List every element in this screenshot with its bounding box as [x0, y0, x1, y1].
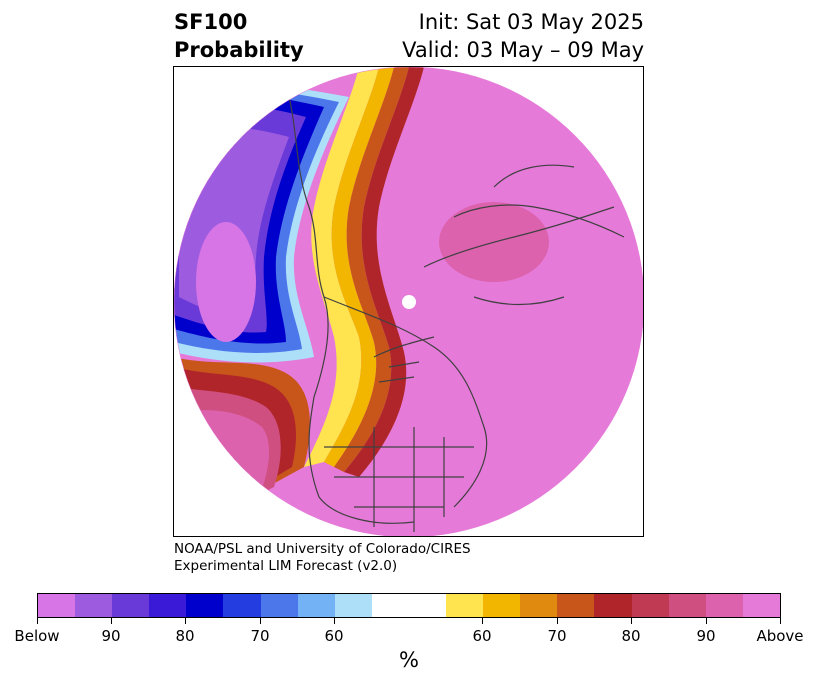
colorbar	[37, 593, 781, 618]
colorbar-tick-label: 80	[621, 627, 641, 645]
colorbar-segment	[446, 594, 484, 617]
probability-map	[173, 66, 644, 537]
credit-text: NOAA/PSL and University of Colorado/CIRE…	[174, 541, 471, 575]
colorbar-tick-label: 70	[250, 627, 270, 645]
ridge-orange	[334, 67, 409, 472]
below-core	[196, 222, 256, 342]
colorbar-tick	[557, 618, 558, 624]
ridge-gold	[324, 67, 394, 467]
colorbar-tick-label: 90	[101, 627, 121, 645]
colorbar-segment	[186, 594, 224, 617]
colorbar-tick-label: 70	[547, 627, 567, 645]
colorbar-unit: %	[399, 648, 419, 672]
colorbar-tick-label: 80	[175, 627, 195, 645]
forecast-dates: Init: Sat 03 May 2025 Valid: 03 May – 09…	[402, 8, 644, 64]
colorbar-segment	[520, 594, 558, 617]
colorbar-segment	[705, 594, 743, 617]
colorbar-tick	[185, 618, 186, 624]
colorbar-segment	[668, 594, 706, 617]
map-title: SF100 Probability	[174, 8, 304, 64]
colorbar-segment	[631, 594, 669, 617]
colorbar-segment	[112, 594, 150, 617]
colorbar-segment	[260, 594, 298, 617]
map-svg	[174, 67, 643, 536]
colorbar-segment	[742, 594, 780, 617]
colorbar-segment	[297, 594, 335, 617]
above-core-pink	[174, 410, 269, 536]
colorbar-segment	[594, 594, 632, 617]
colorbar-segment	[557, 594, 595, 617]
title-line-1: SF100	[174, 10, 248, 34]
ridge-red	[344, 67, 424, 477]
colorbar-segment	[38, 594, 76, 617]
coastlines	[283, 76, 625, 532]
title-line-2: Probability	[174, 38, 304, 62]
valid-range: Valid: 03 May – 09 May	[402, 38, 644, 62]
colorbar-tick	[482, 618, 483, 624]
ridge-yellow	[304, 67, 379, 467]
colorbar-segment	[408, 594, 447, 617]
init-date: Init: Sat 03 May 2025	[418, 10, 644, 34]
colorbar-tick	[780, 618, 781, 624]
colorbar-tick-label: Below	[14, 627, 60, 645]
north-pole-hole	[402, 295, 416, 309]
colorbar-tick-label: 60	[324, 627, 344, 645]
colorbar-segment	[223, 594, 261, 617]
colorbar-tick	[260, 618, 261, 624]
colorbar-segment	[334, 594, 372, 617]
colorbar-segment	[483, 594, 521, 617]
colorbar-tick	[334, 618, 335, 624]
credit-line-2: Experimental LIM Forecast (v2.0)	[174, 558, 398, 574]
colorbar-segment	[149, 594, 187, 617]
colorbar-segment	[75, 594, 113, 617]
colorbar-tick-label: 60	[472, 627, 492, 645]
colorbar-tick-label: Above	[756, 627, 804, 645]
colorbar-segment	[371, 594, 409, 617]
colorbar-tick-label: 90	[696, 627, 716, 645]
colorbar-tick	[706, 618, 707, 624]
colorbar-tick	[37, 618, 38, 624]
credit-line-1: NOAA/PSL and University of Colorado/CIRE…	[174, 541, 471, 557]
colorbar-tick	[631, 618, 632, 624]
colorbar-tick	[111, 618, 112, 624]
